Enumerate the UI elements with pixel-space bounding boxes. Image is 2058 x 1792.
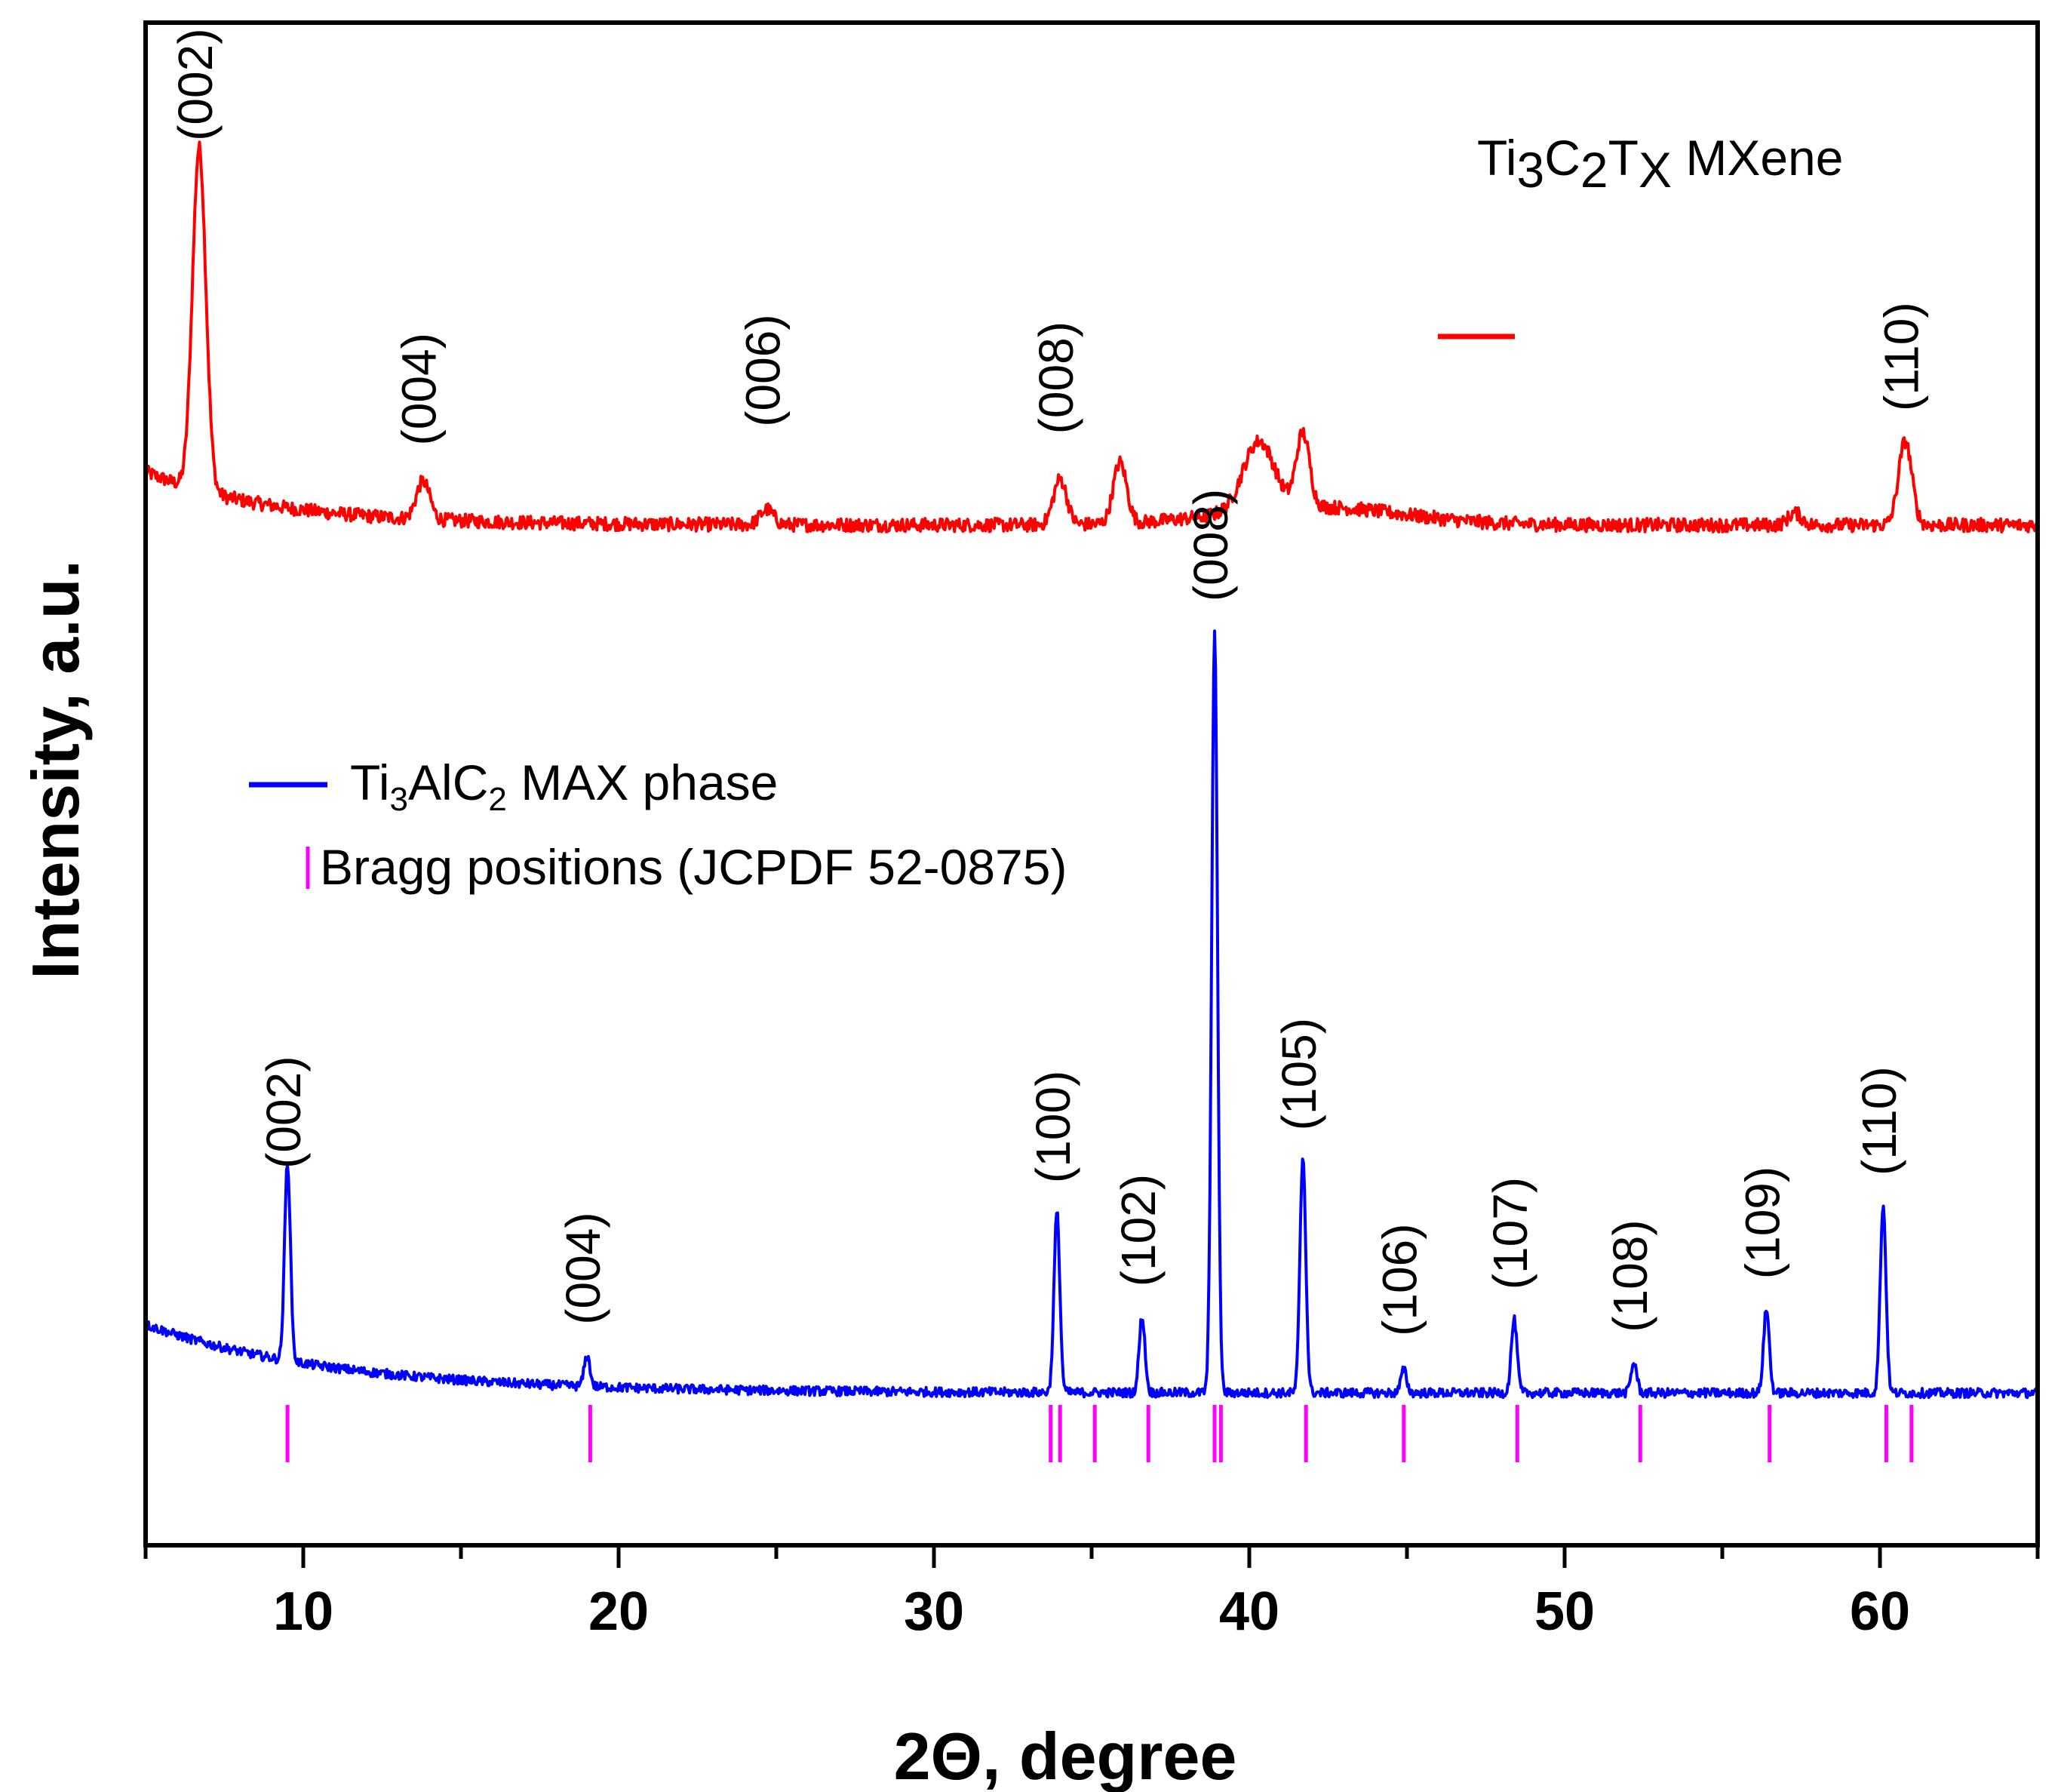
legend-max-part-2: AlC: [408, 755, 488, 810]
legend-mxene: Ti3C2TX MXene: [1438, 130, 1843, 340]
legend-mxene-part-0: Ti: [1477, 130, 1517, 186]
x-tick-label-30: 30: [904, 1581, 964, 1642]
legend-max-part-3: 2: [488, 781, 506, 818]
x-axis: 10 20 30 40 50 60: [143, 1545, 2040, 1642]
legend-max-part-1: 3: [390, 781, 408, 818]
peak-label-max-3: (102): [1111, 1174, 1166, 1286]
peak-label-mxene-2: (006): [736, 314, 790, 426]
legend-mxene-part-6: MXene: [1672, 130, 1843, 186]
x-axis-title: 2Θ, degree: [894, 1719, 1237, 1792]
legend-mxene-part-3: 2: [1580, 142, 1608, 198]
legend-max-part-4: MAX phase: [507, 755, 779, 810]
legend-max: Ti3AlC2 MAX phase Bragg positions (JCPDF…: [249, 755, 1067, 895]
peak-label-mxene-8: (110): [1874, 302, 1928, 411]
peak-label-max-7: (107): [1483, 1177, 1537, 1289]
peak-label-max-4: (008): [1184, 489, 1238, 601]
peak-label-max-8: (108): [1603, 1219, 1657, 1332]
bragg-layer: [285, 1405, 1914, 1462]
x-tick-label-50: 50: [1534, 1581, 1595, 1642]
peak-label-max-1: (004): [556, 1212, 610, 1324]
legend-mxene-part-4: T: [1608, 130, 1639, 186]
x-tick-label-10: 10: [273, 1581, 333, 1642]
legend-mxene-part-5: X: [1639, 142, 1672, 198]
x-tick-label-20: 20: [588, 1581, 649, 1642]
peak-label-max-10: (110): [1852, 1066, 1906, 1176]
peak-label-mxene-0: (002): [168, 28, 223, 140]
legend-mxene-label: Ti3C2TX MXene: [1477, 130, 1843, 198]
series-line-max: [145, 629, 2039, 1400]
series-layer: [144, 140, 2039, 1400]
peak-label-max-0: (002): [256, 1056, 311, 1168]
legend-bragg-label: Bragg positions (JCPDF 52-0875): [320, 839, 1067, 895]
peak-label-mxene-3: (008): [1029, 321, 1083, 434]
series-line-mxene: [144, 140, 2039, 533]
legend-mxene-part-2: C: [1544, 130, 1580, 186]
peak-label-mxene-1: (004): [392, 333, 447, 445]
y-axis-title: Intensity, a.u.: [18, 560, 93, 979]
peak-label-max-9: (109): [1735, 1166, 1789, 1279]
legend-mxene-part-1: 3: [1517, 142, 1545, 198]
peak-label-max-2: (100): [1026, 1071, 1080, 1183]
legend-max-part-0: Ti: [350, 755, 390, 810]
legend-max-label: Ti3AlC2 MAX phase: [350, 755, 778, 818]
peak-label-max-5: (105): [1272, 1018, 1326, 1130]
peak-label-layer: (002) (004) (006) (008) (110) (002) (004) (100)…: [168, 28, 1928, 1336]
x-tick-label-60: 60: [1850, 1581, 1910, 1642]
x-tick-label-40: 40: [1219, 1581, 1279, 1642]
peak-label-max-6: (106): [1373, 1223, 1427, 1336]
